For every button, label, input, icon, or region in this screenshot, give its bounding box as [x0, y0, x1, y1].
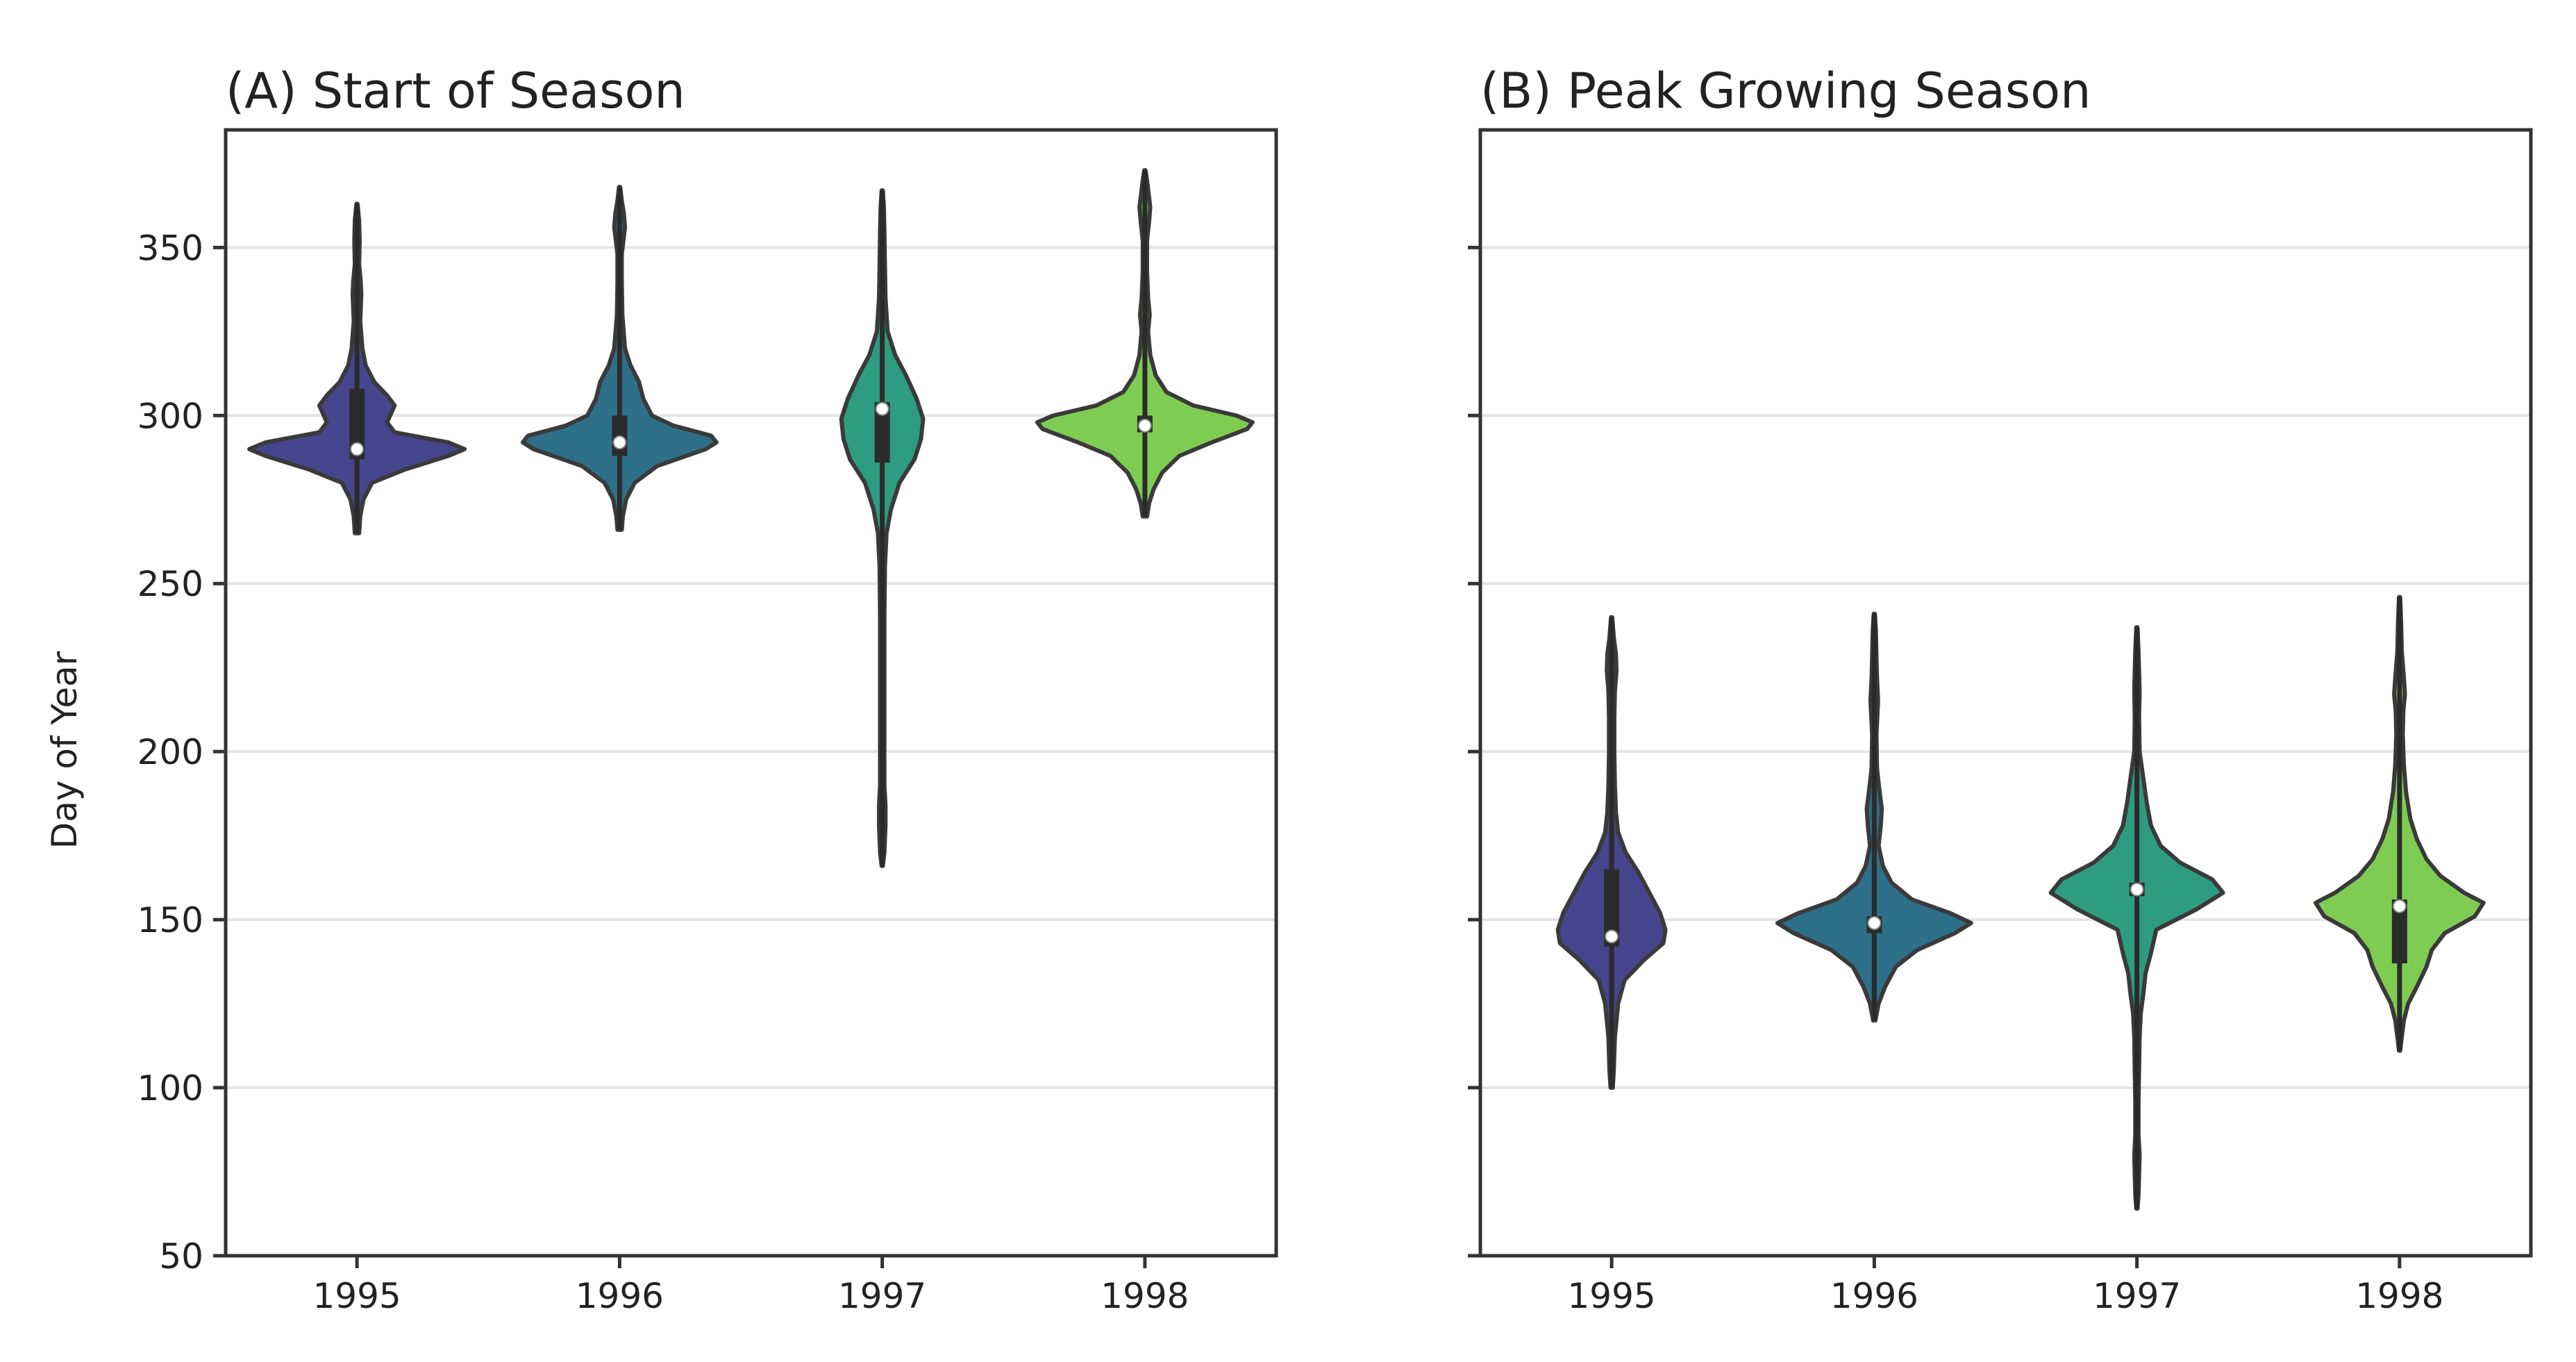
y-tick-label: 300 [137, 396, 203, 436]
violin-median-1995 [350, 442, 365, 456]
violin-median-1998 [1137, 418, 1152, 433]
y-tick-label: 100 [137, 1068, 203, 1108]
x-tick-label: 1996 [576, 1276, 664, 1316]
x-tick-label: 1997 [2093, 1276, 2181, 1316]
violin-median-1997 [2130, 882, 2144, 897]
violin-median-1996 [612, 435, 627, 450]
x-tick-label: 1998 [2355, 1276, 2443, 1316]
violin-iqr-1998 [2391, 899, 2407, 964]
panel-peak-growing-season: 1995 1996 1997 1998 (B) Peak Growing Season [1468, 63, 2533, 1316]
y-tick-label: 200 [137, 732, 203, 772]
plot-area [1480, 130, 2531, 1256]
x-tick-label: 1995 [313, 1276, 401, 1316]
chart-title: (B) Peak Growing Season [1480, 63, 2091, 119]
x-tick-label: 1995 [1568, 1276, 1656, 1316]
y-tick-label: 50 [159, 1236, 203, 1277]
plot-frame [1478, 128, 2533, 1258]
y-axis-label: Day of Year [44, 651, 85, 849]
y-tick-label: 250 [137, 564, 203, 604]
x-tick-label: 1997 [838, 1276, 926, 1316]
x-tick-label: 1998 [1101, 1276, 1189, 1316]
violin-median-1995 [1605, 929, 1619, 944]
plot-area [226, 130, 1276, 1256]
violin-median-1996 [1867, 915, 1882, 930]
x-tick-label: 1996 [1830, 1276, 1918, 1316]
violin-median-1998 [2392, 899, 2407, 913]
violin-median-1997 [875, 401, 889, 416]
chart-title: (A) Start of Season [226, 63, 685, 119]
panel-start-of-season: 50 100 150 200 250 300 350 1995 1996 1997 1998 (A) … [137, 63, 1278, 1316]
violin-iqr-1997 [874, 401, 890, 463]
violin-iqr-1995 [349, 388, 365, 460]
y-tick-label: 350 [137, 228, 203, 268]
y-tick-label: 150 [137, 900, 203, 940]
violin-iqr-1995 [1604, 869, 1620, 947]
plot-frame [224, 128, 1278, 1258]
